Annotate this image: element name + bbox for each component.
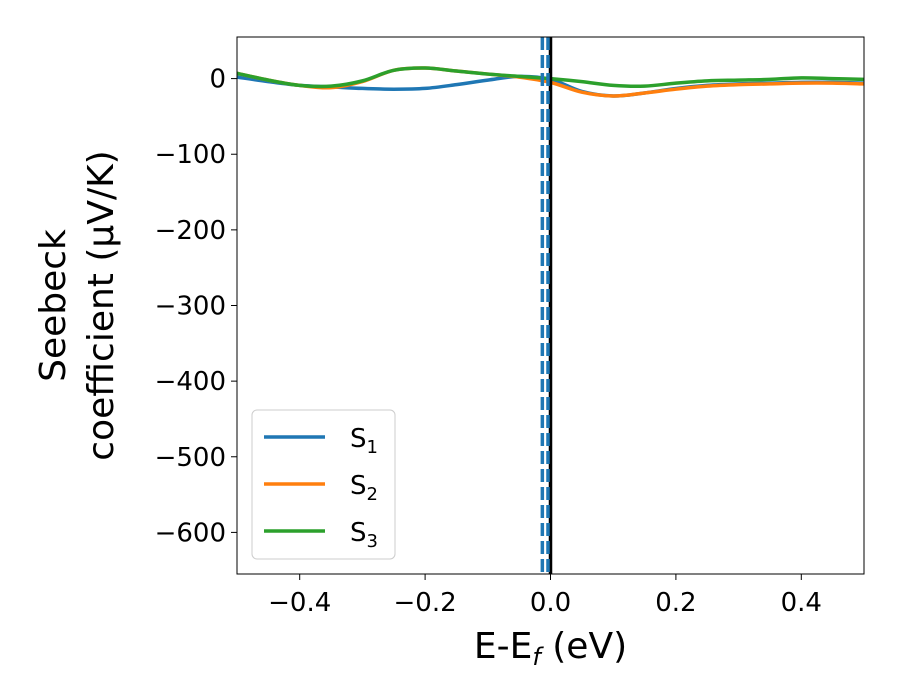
x-tick-label: 0.0 (530, 588, 571, 618)
y-axis-label-line2: coefficient (μV/K) (81, 150, 122, 460)
x-tick-label: −0.2 (394, 588, 457, 618)
x-tick-label: 0.2 (655, 588, 696, 618)
y-tick-label: −200 (155, 216, 226, 246)
y-tick-label: −300 (155, 292, 226, 322)
x-tick-label: 0.4 (781, 588, 822, 618)
legend: S1 S2 S3 (251, 409, 396, 560)
legend-label-s1: S1 (350, 424, 378, 458)
y-tick-label: −100 (155, 140, 226, 170)
y-axis-label-line1: Seebeck (33, 229, 74, 382)
legend-label-s2: S2 (350, 471, 378, 505)
x-tick-label: −0.4 (268, 588, 331, 618)
y-tick-label: −400 (155, 367, 226, 397)
legend-label-s3: S3 (350, 518, 378, 552)
axes: −0.4 −0.2 0.0 0.2 0.4 0 −100 −200 −300 −400 −500 −6… (33, 36, 865, 671)
y-tick-label: −500 (155, 443, 226, 473)
x-axis-label: E-Ef (eV) (474, 626, 627, 671)
y-tick-label: −600 (155, 518, 226, 548)
y-tick-label: 0 (209, 65, 226, 95)
plot-area (237, 37, 864, 574)
